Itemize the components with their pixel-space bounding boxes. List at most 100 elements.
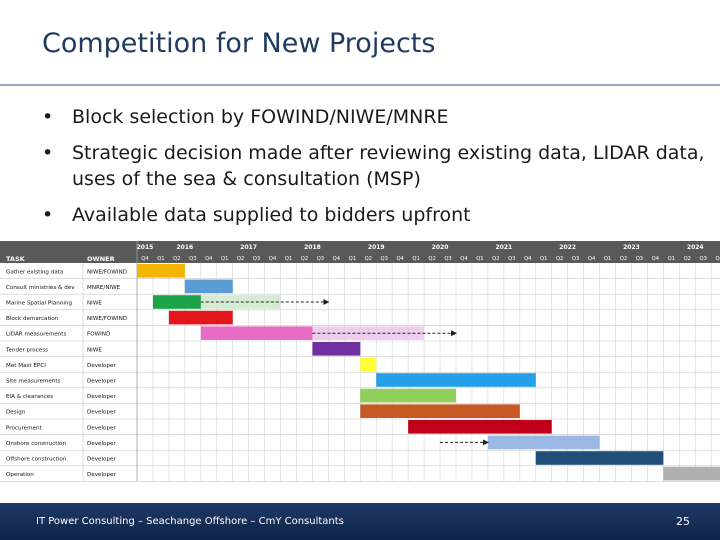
gantt-quarter-label: Q1 — [476, 256, 483, 262]
gantt-task-label: Gather existing data — [6, 269, 63, 275]
gantt-task-label: Onshore construction — [6, 441, 66, 447]
gantt-year-label: 2021 — [495, 244, 512, 251]
gantt-quarter-label: Q4 — [715, 256, 720, 262]
gantt-quarter-label: Q2 — [365, 256, 372, 262]
gantt-quarter-label: Q4 — [524, 256, 532, 262]
bullet-glyph: • — [42, 142, 54, 164]
gantt-owner-label: Developer — [87, 410, 116, 416]
gantt-quarter-label: Q4 — [205, 256, 213, 262]
bullet-item: • Available data supplied to bidders upfr… — [38, 202, 708, 228]
gantt-quarter-label: Q3 — [508, 256, 515, 262]
gantt-quarter-label: Q1 — [285, 256, 292, 262]
gantt-header-task: TASK — [6, 255, 26, 263]
gantt-year-label: 2023 — [623, 244, 640, 251]
gantt-year-label: 2015 — [137, 244, 154, 251]
gantt-quarter-label: Q4 — [460, 256, 468, 262]
gantt-bar — [360, 388, 456, 403]
gantt-quarter-label: Q2 — [237, 256, 244, 262]
gantt-bar — [360, 357, 377, 372]
gantt-quarter-label: Q1 — [221, 256, 228, 262]
bullet-text: Strategic decision made after reviewing … — [72, 142, 705, 190]
gantt-owner-label: Developer — [87, 472, 116, 478]
gantt-quarter-label: Q2 — [492, 256, 499, 262]
bullet-glyph: • — [42, 204, 54, 226]
gantt-quarter-label: Q1 — [604, 256, 611, 262]
gantt-year-label: 2020 — [432, 244, 449, 251]
gantt-bar — [360, 404, 520, 418]
gantt-header-owner: OWNER — [87, 255, 115, 263]
bullet-text: Block selection by FOWIND/NIWE/MNRE — [72, 106, 449, 128]
bullet-glyph: • — [42, 106, 54, 128]
gantt-task-label: Consult ministries & dev — [6, 285, 75, 291]
gantt-quarter-label: Q3 — [444, 256, 451, 262]
gantt-task-label: Block demarcation — [6, 316, 59, 322]
gantt-owner-label: NIWE — [87, 347, 102, 353]
gantt-quarter-label: Q3 — [636, 256, 643, 262]
gantt-task-label: LIDAR measurements — [6, 332, 66, 338]
gantt-quarter-label: Q2 — [173, 256, 180, 262]
title-divider — [0, 84, 720, 86]
gantt-quarter-label: Q2 — [556, 256, 563, 262]
footer-bar: IT Power Consulting – Seachange Offshore… — [0, 503, 720, 540]
gantt-bar — [312, 342, 361, 356]
gantt-task-label: Procurement — [6, 425, 43, 431]
gantt-svg: TASK OWNER 2015 2016 2017 2018 2019 2020 2021 202… — [0, 241, 720, 482]
gantt-bar — [663, 466, 720, 481]
gantt-owner-label: Developer — [87, 456, 116, 462]
page-number: 25 — [676, 515, 690, 528]
gantt-quarter-label: Q3 — [700, 256, 707, 262]
gantt-quarter-label: Q3 — [253, 256, 260, 262]
gantt-task-label: EIA & clearances — [6, 394, 53, 400]
gantt-bar — [168, 310, 233, 325]
gantt-bar — [535, 451, 664, 465]
bullet-item: • Block selection by FOWIND/NIWE/MNRE — [38, 104, 708, 130]
gantt-year-label: 2017 — [240, 244, 257, 251]
gantt-quarter-label: Q1 — [349, 256, 356, 262]
gantt-quarter-label: Q1 — [157, 256, 164, 262]
gantt-bar — [376, 373, 536, 387]
gantt-task-label: Tender process — [5, 347, 48, 353]
gantt-quarter-label: Q4 — [588, 256, 596, 262]
gantt-task-label: Site measurements — [6, 378, 61, 384]
gantt-quarter-label: Q4 — [396, 256, 404, 262]
gantt-year-label: 2016 — [176, 244, 193, 251]
gantt-year-label: 2018 — [304, 244, 321, 251]
gantt-task-label: Offshore construction — [6, 456, 67, 462]
gantt-bar-extension — [200, 295, 281, 309]
gantt-quarter-label: Q4 — [652, 256, 660, 262]
gantt-quarter-label: Q2 — [620, 256, 627, 262]
gantt-owner-label: MNRE/NIWE — [87, 285, 121, 291]
gantt-bar — [408, 420, 552, 434]
gantt-quarter-label: Q1 — [412, 256, 419, 262]
gantt-task-label: Marine Spatial Planning — [6, 300, 72, 306]
bullet-item: • Strategic decision made after reviewing… — [38, 140, 708, 192]
gantt-owner-label: Developer — [87, 378, 116, 384]
gantt-owner-label: Developer — [87, 394, 116, 400]
gantt-quarter-label: Q2 — [684, 256, 691, 262]
gantt-quarter-label: Q2 — [428, 256, 435, 262]
gantt-quarter-label: Q3 — [381, 256, 388, 262]
gantt-owner-label: NIWE/FOWIND — [87, 269, 127, 275]
gantt-owner-label: NIWE — [87, 300, 102, 306]
gantt-header-bg — [0, 241, 720, 263]
gantt-quarter-label: Q3 — [189, 256, 196, 262]
gantt-quarter-label: Q1 — [668, 256, 675, 262]
gantt-task-label: Operation — [6, 472, 34, 478]
gantt-bar — [184, 279, 233, 294]
gantt-owner-label: FOWIND — [87, 332, 110, 338]
gantt-owner-label: Developer — [87, 425, 116, 431]
gantt-quarter-label: Q3 — [317, 256, 324, 262]
gantt-quarter-label: Q2 — [301, 256, 308, 262]
bullet-text: Available data supplied to bidders upfro… — [72, 204, 471, 226]
gantt-task-label: Design — [6, 410, 26, 416]
slide-title: Competition for New Projects — [42, 28, 436, 59]
gantt-quarter-label: Q1 — [540, 256, 547, 262]
gantt-year-label: 2022 — [559, 244, 576, 251]
gantt-owner-label: Developer — [87, 363, 116, 369]
gantt-task-label: Met Mast EPCI — [6, 363, 46, 369]
bullet-list: • Block selection by FOWIND/NIWE/MNRE • St… — [38, 104, 708, 238]
gantt-quarter-label: Q4 — [141, 256, 149, 262]
gantt-quarter-label: Q4 — [333, 256, 341, 262]
gantt-year-label: 2019 — [368, 244, 385, 251]
gantt-bar — [137, 264, 185, 278]
